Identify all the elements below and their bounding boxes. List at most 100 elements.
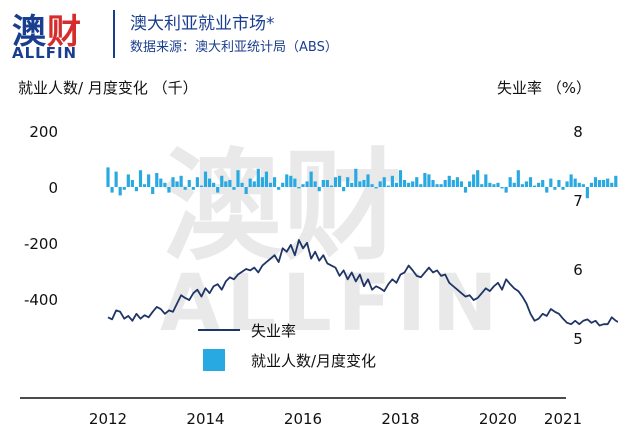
employment-bar: [508, 177, 512, 187]
y-right-tick-label: 7: [573, 192, 583, 210]
employment-bar: [516, 170, 520, 187]
employment-bar: [561, 187, 565, 190]
unemployment-line: [107, 239, 618, 327]
employment-bar: [240, 182, 244, 187]
employment-bar: [553, 187, 557, 190]
employment-bar: [228, 180, 232, 187]
employment-bar: [126, 174, 130, 187]
legend-bar-swatch: [203, 349, 225, 371]
employment-bar: [272, 177, 277, 187]
employment-bar: [203, 171, 208, 187]
employment-bar: [264, 171, 269, 187]
employment-bar: [557, 180, 561, 187]
employment-bar: [520, 184, 524, 187]
employment-bar: [244, 187, 248, 194]
employment-bar: [573, 178, 577, 187]
employment-bar: [382, 177, 386, 187]
employment-bar: [281, 182, 285, 187]
employment-bar: [134, 187, 139, 192]
employment-bar: [435, 184, 439, 187]
employment-bar: [155, 173, 159, 187]
employment-bar: [191, 187, 195, 190]
y-axis-right-label: 失业率 （%）: [497, 79, 592, 97]
employment-bar: [431, 180, 435, 187]
employment-bar: [597, 180, 602, 187]
employment-bar: [248, 178, 252, 187]
employment-bar: [167, 187, 171, 193]
employment-bar: [407, 182, 411, 187]
employment-bar: [512, 182, 516, 187]
chart-subtitle: 数据来源：澳大利亚统计局（ABS）: [130, 40, 338, 55]
employment-bar: [297, 187, 301, 189]
employment-bar: [277, 187, 281, 190]
employment-bar: [398, 170, 403, 187]
x-tick-label: 2016: [284, 410, 322, 428]
employment-bar: [114, 171, 118, 187]
employment-bar: [545, 187, 549, 193]
employment-bar: [524, 181, 529, 187]
employment-bar: [220, 175, 224, 187]
employment-bar: [451, 180, 455, 187]
employment-bar: [423, 173, 427, 187]
logo-cn-cai: 财: [47, 12, 82, 52]
employment-bar: [337, 175, 342, 187]
employment-bar: [309, 171, 313, 187]
employment-bar: [346, 177, 350, 187]
employment-bar: [439, 184, 443, 187]
employment-bar: [321, 180, 325, 187]
y-left-tick-label: 0: [48, 179, 58, 197]
header-divider: [113, 10, 115, 58]
employment-bar: [130, 180, 134, 187]
employment-bar: [151, 187, 155, 194]
employment-bar: [366, 174, 370, 187]
employment-bar: [488, 182, 492, 187]
employment-bar: [199, 185, 204, 187]
employment-bar: [447, 175, 451, 187]
logo-cn-ao: 澳: [12, 12, 47, 52]
employment-bar: [419, 184, 423, 187]
x-tick-label: 2012: [89, 410, 127, 428]
employment-bar: [110, 187, 114, 193]
employment-bar: [183, 187, 187, 190]
employment-bar: [549, 178, 553, 187]
employment-bar: [585, 187, 589, 199]
employment-bar: [390, 175, 394, 187]
employment-bar: [472, 174, 476, 187]
employment-bar: [492, 184, 496, 187]
employment-bar: [268, 182, 273, 187]
employment-bar: [427, 174, 431, 187]
employment-bar: [216, 187, 220, 193]
watermark-en: ALLFIN: [160, 259, 503, 349]
chart-title: 澳大利亚就业市场*: [130, 14, 275, 34]
brand-logo: 澳财 ALLFIN: [10, 6, 110, 66]
employment-bar: [358, 181, 362, 187]
employment-bar: [171, 177, 175, 187]
employment-bar: [224, 181, 228, 187]
employment-bar: [541, 180, 545, 187]
employment-bar: [378, 181, 382, 187]
employment-bar: [459, 181, 464, 187]
employment-bar: [106, 167, 110, 187]
employment-bar: [305, 181, 309, 187]
employment-bar: [532, 185, 537, 187]
employment-bar: [354, 168, 358, 187]
employment-bar: [362, 180, 366, 187]
employment-bar: [496, 182, 500, 187]
employment-bar: [159, 178, 163, 187]
x-tick-label: 2018: [381, 410, 419, 428]
employment-bar: [163, 182, 167, 187]
employment-bar: [260, 177, 264, 187]
employment-bar: [606, 178, 610, 187]
employment-bar: [480, 184, 484, 187]
employment-bar: [342, 187, 346, 192]
y-left-tick-label: -200: [24, 235, 58, 253]
employment-bar: [325, 180, 329, 187]
employment-bar: [374, 187, 378, 189]
employment-bar: [329, 185, 334, 187]
y-left-tick-label: 200: [29, 123, 58, 141]
y-right-tick-label: 6: [573, 261, 583, 279]
employment-bar: [293, 178, 297, 187]
employment-bar: [537, 182, 541, 187]
employment-bar: [602, 180, 606, 187]
